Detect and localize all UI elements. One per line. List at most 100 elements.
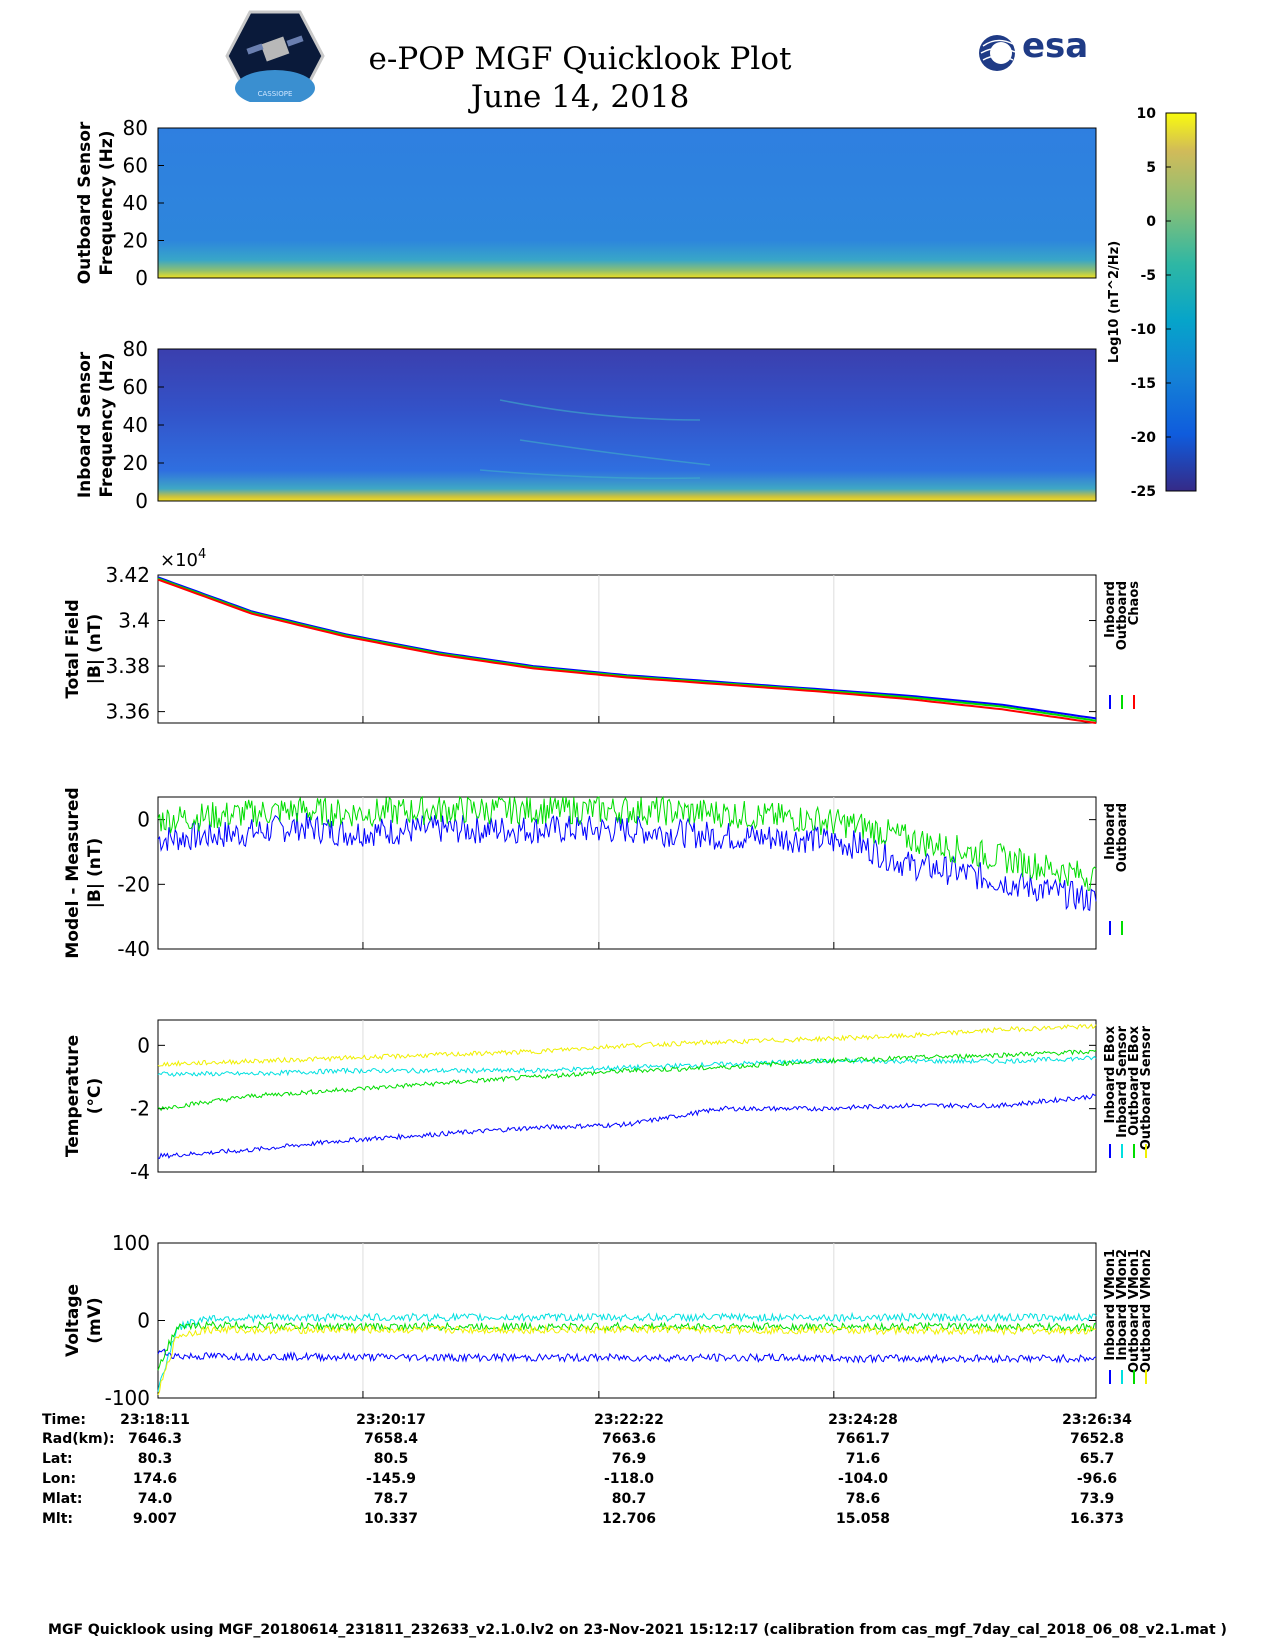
outboard-spectrogram-ytick-label-2: 40 <box>123 191 148 215</box>
total-field-ylabel-1: Total Field <box>63 599 83 698</box>
temperature-legend-label-1: Inboard Sensor <box>1115 1025 1130 1137</box>
orbit-table-cell: 7652.8 <box>1069 1431 1125 1447</box>
temperature-legend-label-2: Outboard EBox <box>1127 1025 1142 1135</box>
temperature-ylabel-2: (°C) <box>85 1078 105 1115</box>
orbit-table-cell: 174.6 <box>132 1471 178 1487</box>
orbit-table-row-label: Mlt: <box>42 1511 74 1527</box>
voltage-ylabel-2: (mV) <box>85 1297 105 1343</box>
inboard-spectrogram-ytick-label-2: 40 <box>123 413 148 437</box>
outboard-spectrogram-ylabel-2: Frequency (Hz) <box>97 130 117 275</box>
orbit-table-cell: -104.0 <box>837 1471 889 1487</box>
orbit-table-cell: 12.706 <box>601 1511 657 1527</box>
total-field-series-inboard <box>157 576 1097 720</box>
temperature-chart: 0 -2 -4 Temperature (°C) Inboard EBoxInboard … <box>63 1019 1154 1184</box>
total-field-ytick-label-2: 3.4 <box>118 609 150 633</box>
colorbar-tick-label-4: -10 <box>1131 322 1157 338</box>
outboard-spectrogram-ytick-label-1: 20 <box>123 229 148 253</box>
spectral-colorbar: 10 5 0 -5 -10 -15 -20 -25 Log10 (nT^2/Hz) <box>1107 106 1197 500</box>
colorbar-gradient <box>1165 112 1197 492</box>
inboard-spectrogram-features <box>479 399 711 480</box>
total-field-ylabel-2: |B| (nT) <box>85 614 105 685</box>
total-field-ytick-label-0: 3.36 <box>105 700 150 724</box>
orbit-table-cell: 76.9 <box>611 1451 647 1467</box>
orbit-table-cell: 9.007 <box>132 1511 178 1527</box>
orbit-table-cell: 10.337 <box>363 1511 419 1527</box>
model-minus-measured-ytick-label-1: -20 <box>117 872 150 896</box>
model-minus-measured-ylabel-1: Model - Measured <box>63 787 83 958</box>
orbit-table-row-label: Rad(km): <box>42 1431 115 1447</box>
orbit-table-cell: 73.9 <box>1079 1491 1115 1507</box>
temperature-series-outboard-sensor <box>157 1023 1097 1067</box>
temperature-ylabel-1: Temperature <box>63 1035 83 1157</box>
voltage-chart: 100 0 -100 Voltage (mV) Inboard VMon1Inboard … <box>63 1231 1154 1410</box>
orbit-table-row-label: Time: <box>42 1412 87 1428</box>
temperature-series-outboard-ebox <box>157 1049 1097 1112</box>
esa-logo <box>979 35 1016 71</box>
temperature-ytick-label-0: 0 <box>137 1033 150 1057</box>
outboard-spectrogram-ytick-label-4: 80 <box>123 116 148 140</box>
cassiope-logo: CASSIOPE <box>225 10 325 102</box>
colorbar-tick-label-0: 10 <box>1137 106 1157 122</box>
inboard-spectrogram-ytick-label-0: 0 <box>135 489 148 513</box>
inboard-spectrogram-ylabel-2: Frequency (Hz) <box>97 352 117 497</box>
inboard-spectrogram-ytick-label-3: 60 <box>123 375 148 399</box>
orbit-table-cell: 23:22:22 <box>594 1412 664 1428</box>
orbit-table-cell: 23:26:34 <box>1062 1412 1132 1428</box>
orbit-table-cell: 74.0 <box>137 1491 173 1507</box>
voltage-ytick-label-2: -100 <box>105 1386 150 1410</box>
total-field-multiplier: ×10 <box>160 550 198 571</box>
model-minus-measured-ylabel-2: |B| (nT) <box>85 838 105 909</box>
outboard-spectrogram-ylabel-1: Outboard Sensor <box>75 121 95 284</box>
model-minus-measured-legend-label-0: Inboard <box>1103 803 1118 860</box>
temperature-legend-label-0: Inboard EBox <box>1103 1025 1118 1123</box>
model-minus-measured-ytick-label-2: -40 <box>117 937 150 961</box>
inboard-spectrogram-image <box>158 349 1096 501</box>
voltage-series-inboard-vmon2 <box>157 1311 1097 1392</box>
orbit-table-cell: 7646.3 <box>127 1431 183 1447</box>
cassiope-logo-text: CASSIOPE <box>258 90 293 98</box>
colorbar-label: Log10 (nT^2/Hz) <box>1107 241 1122 363</box>
total-field-series-chaos <box>157 578 1097 724</box>
temperature-legend-label-3: Outboard Sensor <box>1139 1025 1154 1150</box>
voltage-series-outboard-vmon1 <box>157 1320 1097 1371</box>
orbit-table-row-label: Lat: <box>42 1451 73 1467</box>
voltage-legend-label-1: Inboard VMon2 <box>1115 1249 1130 1361</box>
orbit-table-cell: 23:18:11 <box>120 1412 190 1428</box>
orbit-table-cell: 7661.7 <box>835 1431 891 1447</box>
orbit-table-cell: 80.3 <box>137 1451 173 1467</box>
orbit-table-cell: 65.7 <box>1079 1451 1115 1467</box>
colorbar-tick-label-6: -20 <box>1131 430 1157 446</box>
total-field-multiplier-exponent: 4 <box>198 547 206 562</box>
temperature-series-inboard-ebox <box>157 1093 1097 1159</box>
colorbar-tick-label-3: -5 <box>1140 268 1156 284</box>
orbit-table-cell: 78.6 <box>845 1491 881 1507</box>
orbit-table-cell: -118.0 <box>603 1471 655 1487</box>
outboard-spectrogram-image <box>158 128 1096 278</box>
outboard-spectrogram-ytick-label-0: 0 <box>135 266 148 290</box>
outboard-spectrogram: 0 20 40 60 80 Outboard Sensor Frequency (Hz) <box>75 116 1097 290</box>
inboard-spectrogram-ylabel-1: Inboard Sensor <box>75 351 95 498</box>
orbit-table-cell: 7658.4 <box>363 1431 419 1447</box>
orbit-table-cell: 16.373 <box>1069 1511 1125 1527</box>
temperature-ytick-label-1: -2 <box>130 1097 150 1121</box>
inboard-spectrogram-ytick-label-1: 20 <box>123 451 148 475</box>
voltage-legend-label-3: Outboard VMon2 <box>1139 1249 1154 1373</box>
total-field-ytick-label-3: 3.42 <box>105 563 150 587</box>
colorbar-tick-label-1: 5 <box>1146 160 1156 176</box>
voltage-legend-label-0: Inboard VMon1 <box>1103 1249 1118 1361</box>
page-title: e-POP MGF Quicklook Plot June 14, 2018 <box>330 40 830 116</box>
orbit-table-cell: 71.6 <box>845 1451 881 1467</box>
orbit-table-cell: 15.058 <box>835 1511 891 1527</box>
total-field-legend-label-1: Outboard <box>1115 581 1130 650</box>
voltage-legend-label-2: Outboard VMon1 <box>1127 1249 1142 1373</box>
orbit-table-cell: 80.7 <box>611 1491 647 1507</box>
orbit-table-cell: 80.5 <box>373 1451 409 1467</box>
temperature-ytick-label-2: -4 <box>130 1160 150 1184</box>
temperature-series-inboard-sensor <box>157 1055 1097 1077</box>
voltage-ytick-label-1: 0 <box>137 1309 150 1333</box>
orbit-table-cell: 7663.6 <box>601 1431 657 1447</box>
outboard-spectrogram-ytick-label-3: 60 <box>123 154 148 178</box>
total-field-exponent: ×104 <box>160 547 206 571</box>
voltage-ylabel-1: Voltage <box>63 1284 83 1357</box>
orbit-table-cell: -96.6 <box>1076 1471 1118 1487</box>
